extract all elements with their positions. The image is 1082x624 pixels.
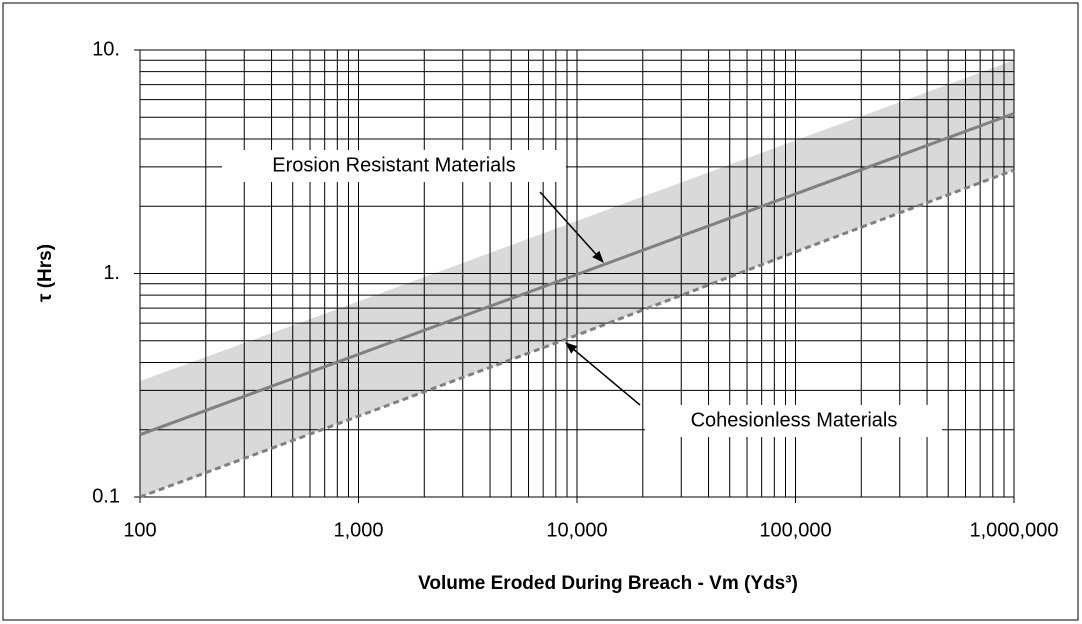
y-axis-label: τ (Hrs) bbox=[35, 244, 56, 302]
plot-area: 100 1,000 10,000 100,000 1,000,000 0.1 1. 10. Er… bbox=[92, 38, 1058, 541]
annotation: Cohesionless Materials bbox=[691, 409, 898, 431]
y-tick-label: 10. bbox=[92, 38, 120, 60]
x-tick-label: 100 bbox=[123, 519, 156, 541]
annotation: Erosion Resistant Materials bbox=[272, 154, 515, 176]
y-tick-label: 0.1 bbox=[92, 485, 120, 507]
x-tick-label: 100,000 bbox=[759, 519, 831, 541]
plot-border bbox=[139, 49, 1015, 498]
x-tick-label: 1,000 bbox=[333, 519, 383, 541]
x-tick-label: 1,000,000 bbox=[970, 519, 1059, 541]
line bbox=[139, 168, 1015, 499]
annotation-box bbox=[222, 150, 566, 182]
x-tick-label: 10,000 bbox=[546, 519, 607, 541]
line bbox=[139, 112, 1015, 437]
annotation-arrow bbox=[539, 191, 604, 263]
annotation-arrow bbox=[565, 342, 641, 406]
annotation-box bbox=[645, 405, 942, 437]
x-axis-label: Volume Eroded During Breach - Vm (Yds³) bbox=[418, 573, 798, 594]
y-tick-label: 1. bbox=[103, 262, 120, 284]
